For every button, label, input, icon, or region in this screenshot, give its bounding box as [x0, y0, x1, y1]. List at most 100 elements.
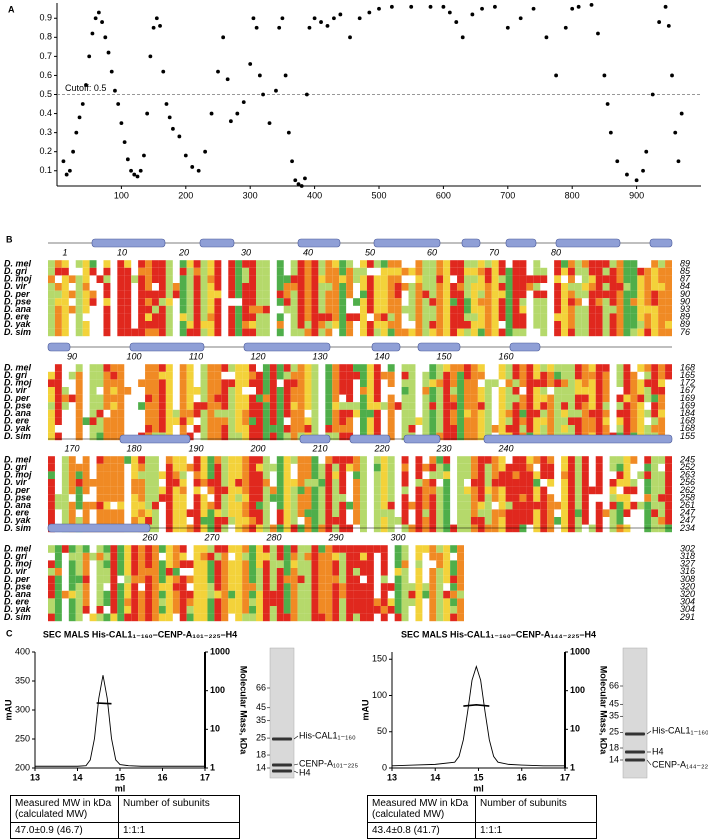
- y-tick-label: 300: [15, 704, 30, 714]
- residue-cell: [256, 517, 263, 525]
- residue-cell: [360, 614, 367, 622]
- residue-cell: [48, 306, 55, 314]
- residue-cell: [117, 283, 124, 291]
- residue-cell: [55, 372, 62, 380]
- residue-cell: [249, 568, 256, 576]
- residue-cell: [485, 410, 492, 418]
- residue-cell: [429, 583, 436, 591]
- helix: [484, 435, 672, 443]
- residue-cell: [131, 487, 138, 495]
- residue-cell: [415, 583, 422, 591]
- residue-cell: [284, 275, 291, 283]
- residue-cell: [561, 509, 568, 517]
- residue-cell: [97, 509, 104, 517]
- residue-cell: [561, 402, 568, 410]
- residue-cell: [346, 606, 353, 614]
- residue-cell: [561, 464, 568, 472]
- residue-cell: [637, 425, 644, 433]
- residue-cell: [582, 509, 589, 517]
- residue-cell: [630, 402, 637, 410]
- residue-cell: [596, 298, 603, 306]
- residue-cell: [166, 283, 173, 291]
- residue-cell: [499, 329, 506, 337]
- residue-cell: [395, 560, 402, 568]
- data-point: [293, 178, 297, 182]
- residue-cell: [575, 313, 582, 321]
- residue-cell: [242, 306, 249, 314]
- residue-cell: [533, 471, 540, 479]
- residue-cell: [360, 591, 367, 599]
- residue-cell: [284, 456, 291, 464]
- residue-cell: [152, 525, 159, 533]
- residue-cell: [221, 456, 228, 464]
- residue-cell: [464, 410, 471, 418]
- residue-cell: [436, 291, 443, 299]
- residue-cell: [117, 479, 124, 487]
- residue-cell: [180, 479, 187, 487]
- data-point: [338, 13, 342, 17]
- residue-cell: [506, 425, 513, 433]
- residue-cell: [485, 387, 492, 395]
- residue-cell: [117, 395, 124, 403]
- residue-cell: [228, 479, 235, 487]
- residue-cell: [367, 425, 374, 433]
- residue-cell: [249, 479, 256, 487]
- residue-cell: [221, 560, 228, 568]
- residue-cell: [540, 268, 547, 276]
- residue-cell: [402, 545, 409, 553]
- residue-cell: [367, 395, 374, 403]
- residue-cell: [381, 509, 388, 517]
- residue-cell: [533, 479, 540, 487]
- residue-cell: [187, 614, 194, 622]
- residue-cell: [235, 525, 242, 533]
- residue-cell: [526, 364, 533, 372]
- residue-cell: [291, 553, 298, 561]
- residue-cell: [298, 321, 305, 329]
- residue-cell: [117, 591, 124, 599]
- residue-cell: [214, 509, 221, 517]
- residue-cell: [513, 306, 520, 314]
- residue-cell: [492, 425, 499, 433]
- residue-cell: [69, 598, 76, 606]
- residue-cell: [76, 372, 83, 380]
- residue-cell: [110, 395, 117, 403]
- residue-cell: [526, 417, 533, 425]
- residue-cell: [457, 545, 464, 553]
- residue-cell: [610, 464, 617, 472]
- ladder-label: 66: [609, 680, 619, 690]
- residue-cell: [152, 464, 159, 472]
- residue-cell: [194, 329, 201, 337]
- residue-cell: [637, 298, 644, 306]
- residue-cell: [249, 464, 256, 472]
- x-tick-label: 500: [371, 190, 386, 200]
- residue-cell: [180, 410, 187, 418]
- residue-cell: [201, 553, 208, 561]
- residue-cell: [651, 402, 658, 410]
- residue-cell: [173, 494, 180, 502]
- residue-cell: [610, 525, 617, 533]
- residue-cell: [658, 502, 665, 510]
- residue-cell: [450, 329, 457, 337]
- residue-cell: [561, 517, 568, 525]
- residue-cell: [103, 364, 110, 372]
- residue-cell: [298, 598, 305, 606]
- residue-cell: [436, 456, 443, 464]
- residue-cell: [325, 591, 332, 599]
- residue-cell: [644, 283, 651, 291]
- residue-cell: [110, 379, 117, 387]
- residue-cell: [360, 487, 367, 495]
- residue-cell: [360, 598, 367, 606]
- residue-cell: [388, 509, 395, 517]
- residue-cell: [651, 372, 658, 380]
- residue-cell: [582, 502, 589, 510]
- residue-cell: [506, 387, 513, 395]
- residue-cell: [665, 479, 672, 487]
- residue-cell: [277, 525, 284, 533]
- residue-cell: [187, 298, 194, 306]
- residue-cell: [450, 560, 457, 568]
- residue-cell: [464, 502, 471, 510]
- y2-tick-label: 100: [570, 685, 585, 695]
- gel-lane: [270, 648, 294, 778]
- residue-cell: [325, 614, 332, 622]
- residue-cell: [381, 283, 388, 291]
